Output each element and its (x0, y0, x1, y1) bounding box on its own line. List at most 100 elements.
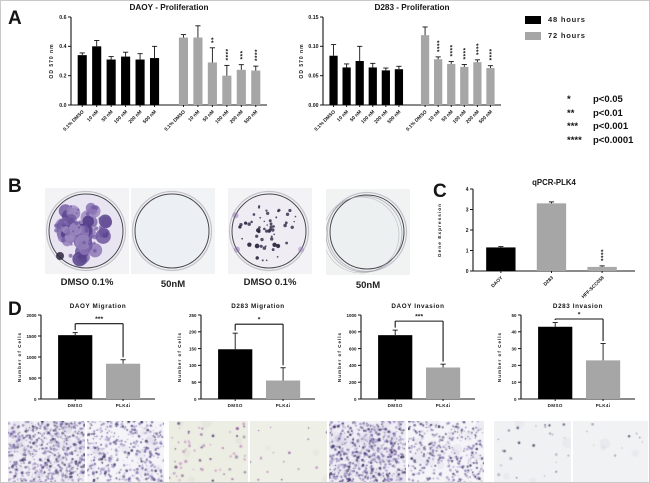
svg-text:100: 100 (189, 363, 197, 368)
svg-text:50 nM: 50 nM (202, 109, 216, 123)
colony-dish-d283-50nm (326, 189, 410, 275)
svg-text:*: * (226, 54, 229, 61)
d283-migration-dmso-micrograph (169, 421, 248, 482)
svg-text:Number of Cells: Number of Cells (17, 332, 22, 382)
svg-text:0.05: 0.05 (308, 73, 318, 79)
legend-swatch-72h (525, 31, 541, 40)
svg-text:DAOY Invasion: DAOY Invasion (391, 303, 444, 310)
sig-key-row: *** p<0.001 (567, 120, 633, 134)
svg-text:Number of Cells: Number of Cells (497, 332, 502, 382)
colony-dish-d283-dmso (228, 188, 312, 274)
svg-text:*: * (437, 43, 440, 50)
svg-text:0.1% DMSO: 0.1% DMSO (313, 109, 337, 133)
svg-text:*: * (489, 58, 492, 65)
svg-text:OD 570 nm: OD 570 nm (49, 43, 55, 78)
svg-text:0.15: 0.15 (308, 15, 318, 21)
svg-text:50 nM: 50 nM (101, 109, 115, 123)
svg-text:DMSO: DMSO (228, 403, 243, 408)
svg-text:*: * (476, 49, 479, 56)
svg-text:*: * (476, 43, 479, 50)
svg-text:40: 40 (511, 330, 517, 335)
svg-text:0: 0 (514, 397, 517, 402)
svg-text:1: 1 (466, 248, 469, 254)
svg-text:1000: 1000 (346, 313, 357, 318)
svg-text:*: * (476, 52, 479, 59)
svg-text:*: * (240, 54, 243, 61)
svg-text:*: * (601, 258, 604, 265)
svg-text:10 nM: 10 nM (428, 109, 442, 123)
svg-text:DMSO: DMSO (548, 403, 563, 408)
svg-text:*: * (254, 49, 257, 56)
svg-text:*: * (476, 46, 479, 53)
panel-label-c: C (433, 181, 447, 202)
svg-text:150: 150 (189, 346, 197, 351)
svg-text:*: * (240, 51, 243, 58)
svg-text:0.1% DMSO: 0.1% DMSO (62, 109, 86, 133)
svg-text:500: 500 (29, 376, 37, 381)
sig-label: p<0.001 (593, 121, 629, 132)
daoy-migration-plk4i-micrograph (87, 421, 164, 482)
d283-invasion-chart: 0 10 20 30 40 50 D283 Invasion Number of Cells D… (497, 303, 635, 408)
d283-invasion-plk4i-micrograph (573, 421, 648, 482)
svg-text:qPCR-PLK4: qPCR-PLK4 (532, 178, 576, 187)
svg-text:DAOY: DAOY (490, 275, 505, 290)
svg-text:500 nM: 500 nM (142, 109, 158, 125)
svg-text:*: * (450, 51, 453, 58)
sig-symbol: * (567, 94, 571, 105)
svg-text:2: 2 (466, 228, 469, 234)
legend-swatch-48h (525, 15, 541, 24)
svg-text:*: * (254, 55, 257, 62)
svg-text:200 nM: 200 nM (128, 109, 144, 125)
svg-text:DAOY - Proliferation: DAOY - Proliferation (129, 3, 208, 12)
svg-text:*: * (489, 55, 492, 62)
svg-text:*: * (450, 54, 453, 61)
significance-key: * p<0.05 ** p<0.01 *** p<0.001 **** p<0.… (567, 93, 633, 147)
daoy-invasion-plk4i-micrograph (408, 421, 484, 482)
svg-text:*: * (450, 45, 453, 52)
svg-text:D283: D283 (543, 275, 556, 288)
svg-text:200: 200 (349, 380, 357, 385)
svg-text:0: 0 (34, 397, 37, 402)
svg-text:0.6: 0.6 (59, 15, 66, 21)
svg-text:OD 570 nm: OD 570 nm (299, 43, 305, 78)
svg-text:1000: 1000 (26, 355, 37, 360)
svg-text:*: * (211, 37, 214, 44)
sig-key-row: **** p<0.0001 (567, 134, 633, 148)
svg-text:600: 600 (349, 346, 357, 351)
svg-text:2000: 2000 (26, 313, 37, 318)
svg-text:400: 400 (349, 363, 357, 368)
svg-text:Number of Cells: Number of Cells (337, 332, 342, 382)
svg-text:0.1% DMSO: 0.1% DMSO (163, 109, 187, 133)
svg-text:*: * (211, 40, 214, 47)
svg-text:800: 800 (349, 330, 357, 335)
svg-text:3: 3 (466, 207, 469, 213)
svg-text:*: * (258, 317, 261, 324)
colony-dish-daoy-50nm (131, 188, 215, 274)
d283-proliferation-chart: 0.00 0.05 0.10 0.15 D283 - Proliferation OD 5… (299, 3, 501, 133)
sig-symbol: *** (567, 121, 579, 132)
svg-text:*: * (437, 49, 440, 56)
svg-text:500 nM: 500 nM (243, 109, 259, 125)
panel-label-b: B (8, 176, 22, 197)
legend-item-72h: 72 hours (525, 31, 586, 40)
svg-text:*: * (450, 48, 453, 55)
svg-text:*: * (489, 52, 492, 59)
legend-label-48h: 48 hours (548, 15, 586, 24)
svg-text:*: * (463, 51, 466, 58)
svg-text:1500: 1500 (26, 334, 37, 339)
svg-text:PLK4i: PLK4i (596, 403, 611, 408)
dish-label-1: DMSO 0.1% (60, 277, 114, 288)
svg-text:PLK4i: PLK4i (436, 403, 451, 408)
daoy-invasion-chart: 0 200 400 600 800 1000 DAOY Invasion Number of … (337, 303, 475, 408)
svg-text:0: 0 (466, 269, 469, 275)
svg-text:DAOY Migration: DAOY Migration (70, 303, 127, 310)
dish-label-3: DMSO 0.1% (243, 277, 297, 288)
svg-text:*: * (489, 49, 492, 56)
svg-text:0.0: 0.0 (59, 103, 66, 109)
series-legend: 48 hours 72 hours (525, 15, 586, 47)
svg-text:50: 50 (191, 380, 197, 385)
sig-key-row: ** p<0.01 (567, 107, 633, 121)
svg-text:20: 20 (511, 363, 517, 368)
svg-text:10: 10 (511, 380, 517, 385)
